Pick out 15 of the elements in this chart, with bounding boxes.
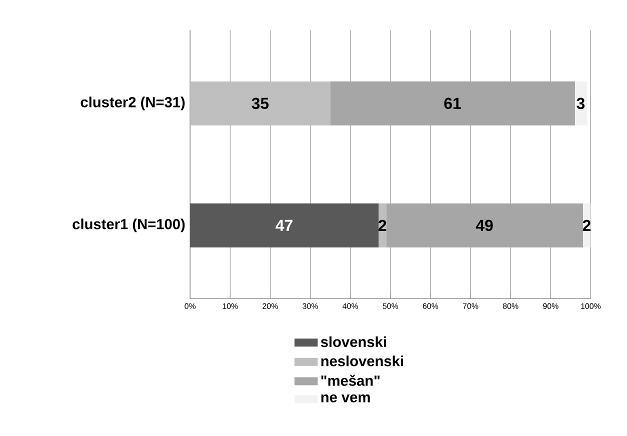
data-label: 3 bbox=[576, 98, 585, 109]
data-label: 47 bbox=[276, 220, 292, 231]
data-label: 35 bbox=[252, 98, 269, 109]
bar bbox=[330, 81, 575, 126]
legend-label: neslovenski bbox=[321, 356, 403, 366]
data-label: 49 bbox=[476, 220, 493, 231]
y-tick-label: cluster2 (N=31) bbox=[80, 96, 185, 110]
legend-label: ne vem bbox=[321, 394, 370, 402]
data-label: 2 bbox=[582, 220, 591, 231]
bar bbox=[386, 203, 583, 248]
legend-label: "mešan" bbox=[321, 374, 380, 386]
y-tick-label: cluster1 (N=100) bbox=[72, 218, 185, 232]
legend-label: slovenski bbox=[320, 336, 386, 348]
data-label: 61 bbox=[444, 98, 461, 109]
data-label: 2 bbox=[378, 220, 386, 231]
